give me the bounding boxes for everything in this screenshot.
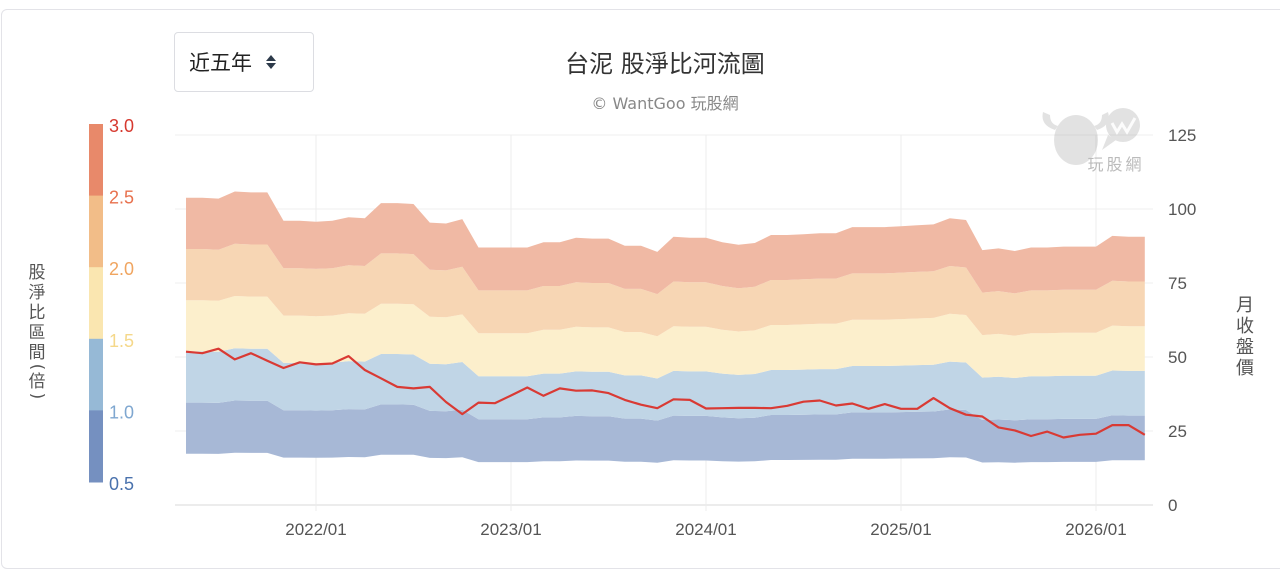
svg-text:125: 125: [1168, 126, 1196, 145]
wantgoo-watermark-logo: 玩股網: [1042, 108, 1144, 174]
chart-title: 台泥 股淨比河流圖: [565, 50, 765, 78]
svg-text:股: 股: [29, 263, 46, 283]
svg-text:2022/01: 2022/01: [285, 520, 346, 539]
svg-text:區: 區: [29, 323, 46, 343]
sort-arrows-icon: [266, 55, 276, 69]
svg-text:75: 75: [1168, 274, 1187, 293]
svg-text:價: 價: [1236, 358, 1254, 379]
price-line: [185, 347, 1146, 439]
range-select-value: 近五年: [189, 51, 252, 75]
svg-text:玩股網: 玩股網: [1087, 155, 1144, 174]
svg-text:盤: 盤: [1236, 337, 1254, 358]
range-select[interactable]: 近五年: [174, 32, 314, 92]
svg-text:50: 50: [1168, 348, 1187, 367]
svg-text:2.5: 2.5: [109, 188, 134, 208]
chart-subtitle: © WantGoo 玩股網: [591, 94, 739, 113]
svg-text:收: 收: [1236, 316, 1254, 337]
svg-text:3.0: 3.0: [109, 116, 134, 136]
svg-text:25: 25: [1168, 422, 1187, 441]
svg-text:): ): [27, 393, 47, 400]
svg-text:2026/01: 2026/01: [1065, 520, 1126, 539]
svg-text:倍: 倍: [29, 372, 46, 392]
svg-text:0.5: 0.5: [109, 474, 134, 494]
svg-text:1.0: 1.0: [109, 402, 134, 422]
pbr-bands: [186, 191, 1145, 463]
svg-text:0: 0: [1168, 496, 1177, 515]
svg-text:比: 比: [29, 303, 46, 323]
svg-text:間: 間: [29, 343, 46, 363]
axes: 0 25 50 75 100 125 2022/01 2023/01 2024/01 2025/0…: [285, 126, 1254, 539]
svg-text:淨: 淨: [29, 283, 46, 303]
svg-text:2024/01: 2024/01: [675, 520, 736, 539]
svg-text:2.0: 2.0: [109, 259, 134, 279]
svg-text:月: 月: [1236, 295, 1254, 316]
svg-text:1.5: 1.5: [109, 331, 134, 351]
svg-text:2025/01: 2025/01: [870, 520, 931, 539]
svg-text:2023/01: 2023/01: [480, 520, 541, 539]
svg-text:(: (: [27, 364, 47, 371]
svg-text:100: 100: [1168, 200, 1196, 219]
